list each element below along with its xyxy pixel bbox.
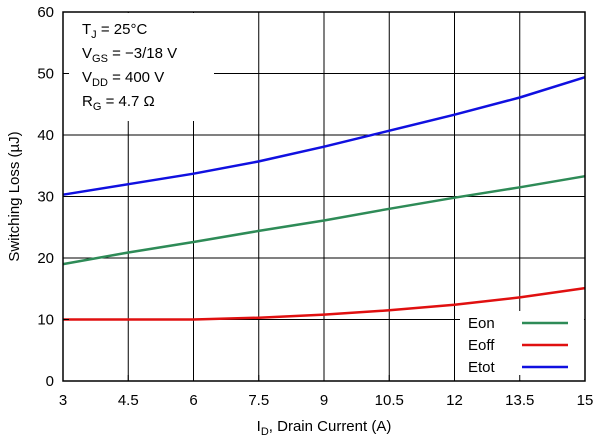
- y-tick-label: 40: [37, 127, 54, 144]
- x-tick-label: 15: [577, 392, 594, 409]
- legend-label-etot: Etot: [468, 359, 496, 376]
- x-tick-label: 3: [59, 392, 67, 409]
- series-line-eoff: [63, 286, 586, 321]
- x-tick-label: 6: [189, 392, 197, 409]
- y-tick-label: 0: [46, 373, 54, 390]
- series-line-etot: [62, 76, 586, 196]
- condition-value: = 4.7 Ω: [101, 93, 154, 110]
- condition-subscript: DD: [92, 77, 108, 89]
- y-tick-label: 20: [37, 250, 54, 267]
- x-tick-label: 12: [446, 392, 463, 409]
- y-tick-label: 10: [37, 312, 54, 329]
- conditions-background: [64, 13, 214, 121]
- x-axis-title-symbol: I: [257, 418, 261, 435]
- condition-subscript: J: [91, 29, 97, 41]
- x-tick-label: 10.5: [375, 392, 404, 409]
- condition-symbol: T: [82, 21, 91, 38]
- condition-text: VGS = −3/18 V: [82, 45, 177, 65]
- y-tick-label: 50: [37, 66, 54, 83]
- y-axis-title: Switching Loss (µJ): [6, 131, 23, 261]
- series-line-eon: [62, 174, 586, 266]
- condition-text: RG = 4.7 Ω: [82, 93, 155, 113]
- legend-label-eoff: Eoff: [468, 337, 495, 354]
- x-axis-title-text: , Drain Current (A): [269, 418, 392, 435]
- legend: Eon Eoff Etot: [460, 311, 584, 380]
- y-tick-label: 30: [37, 189, 54, 206]
- condition-subscript: G: [93, 101, 102, 113]
- condition-value: = 25°C: [97, 21, 148, 38]
- x-tick-label: 7.5: [248, 392, 269, 409]
- condition-subscript: GS: [92, 53, 108, 65]
- x-tick-label: 9: [320, 392, 328, 409]
- x-tick-label: 13.5: [505, 392, 534, 409]
- x-axis-title: ID, Drain Current (A): [257, 418, 392, 438]
- condition-value: = −3/18 V: [108, 45, 177, 62]
- condition-text: TJ = 25°C: [82, 21, 147, 41]
- condition-text: VDD = 400 V: [82, 69, 164, 89]
- condition-symbol: V: [82, 45, 92, 62]
- y-tick-label: 60: [37, 4, 54, 21]
- x-axis-title-subscript: D: [261, 426, 269, 438]
- legend-label-eon: Eon: [468, 315, 495, 332]
- condition-symbol: R: [82, 93, 93, 110]
- condition-symbol: V: [82, 69, 92, 86]
- condition-value: = 400 V: [108, 69, 164, 86]
- x-tick-label: 4.5: [118, 392, 139, 409]
